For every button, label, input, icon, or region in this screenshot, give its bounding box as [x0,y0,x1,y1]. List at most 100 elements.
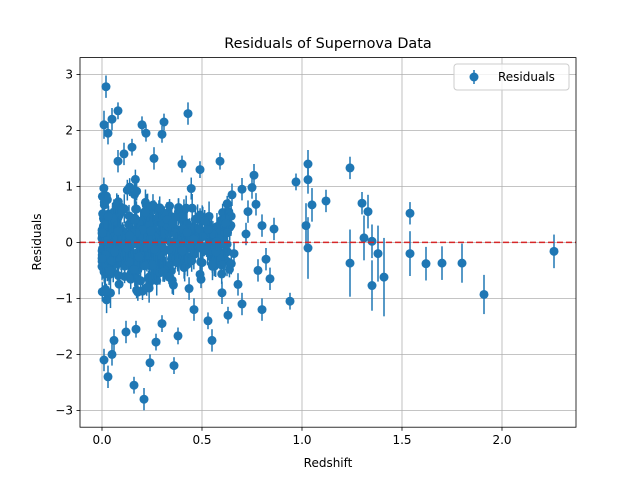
data-point-46 [169,357,179,374]
x-tick-label: 1.0 [292,433,311,447]
data-point-cluster [158,262,168,282]
data-point-47 [139,388,149,411]
data-point [303,175,313,185]
data-point-59 [109,329,119,352]
data-point [221,218,231,228]
data-point [549,246,559,256]
data-point [165,201,175,211]
data-point-cluster [184,277,194,300]
data-point-cluster [129,258,139,281]
data-point [99,120,109,130]
data-point [182,228,192,238]
data-point-27 [367,224,377,259]
data-point [303,159,313,169]
data-point-9 [183,102,193,125]
data-point-51 [99,348,109,372]
data-point-10 [127,138,137,156]
data-point-cluster [211,232,221,251]
data-point-67 [227,183,237,206]
data-point [197,258,207,268]
data-point [363,207,373,217]
data-point [251,199,261,209]
legend-box [453,63,570,91]
data-point-25 [269,217,279,241]
data-point [345,163,355,173]
data-point [101,82,111,92]
data-point-15 [291,173,301,191]
data-point [169,361,179,371]
data-point-64 [247,176,257,199]
data-point-cluster [142,279,152,296]
data-point [195,165,205,175]
y-axis-ticks: −3 −2 −1 0 1 2 3 [55,68,80,418]
data-point [106,256,116,266]
data-point [357,198,367,208]
data-point [405,208,415,218]
data-point [171,238,181,248]
data-point [237,184,247,194]
x-tick-label: 2.0 [492,433,511,447]
data-point [207,335,217,345]
data-point [127,142,137,152]
data-point-cluster [97,248,107,269]
data-point [97,228,107,238]
data-point-cluster [130,211,140,230]
data-point [168,280,178,290]
data-point-44 [203,312,213,330]
data-point-cluster [103,201,113,231]
data-point-35 [437,246,447,280]
data-point-cluster [113,216,123,246]
data-point-cluster [114,273,124,295]
data-point-57 [121,320,131,344]
data-point-cluster [134,245,144,269]
data-point [186,184,196,194]
data-point [211,247,221,257]
data-point-cluster [97,222,107,243]
data-point [269,224,279,234]
data-point [151,337,161,347]
data-point [177,246,187,256]
data-point-5 [137,116,147,134]
data-point [142,282,152,292]
data-point [114,279,124,289]
data-point [247,183,257,193]
data-point-8 [157,125,167,143]
data-point [379,272,389,282]
data-point-52 [107,343,117,366]
data-point-32 [367,260,377,311]
data-point [421,259,431,269]
data-point [134,252,144,262]
data-point-31 [379,237,389,317]
data-point [437,258,447,268]
data-point-21 [357,192,367,215]
data-point-58 [151,333,161,351]
data-point [140,261,150,271]
data-point [233,279,243,289]
data-point [133,287,143,297]
data-point [110,247,120,257]
data-point [207,260,217,270]
data-point-17 [303,165,313,194]
data-point [367,281,377,291]
data-point [126,274,136,284]
data-point-66 [251,193,261,216]
data-point [125,230,135,240]
data-point-cluster [141,204,151,220]
x-tick-label: 0.5 [192,433,211,447]
data-point [215,156,225,166]
data-point-74 [229,242,239,265]
data-point-41 [257,298,267,321]
data-point-38 [549,234,559,269]
data-point [157,319,167,329]
data-point [265,274,275,284]
data-point-72 [217,281,227,304]
data-point [261,254,271,264]
data-point-65 [243,200,253,223]
data-point-69 [261,248,271,271]
data-point [105,266,115,276]
data-point-cluster [164,269,174,285]
data-point [158,267,168,277]
data-point-cluster [106,252,116,270]
data-point-cluster [110,241,120,263]
data-point [146,226,156,236]
